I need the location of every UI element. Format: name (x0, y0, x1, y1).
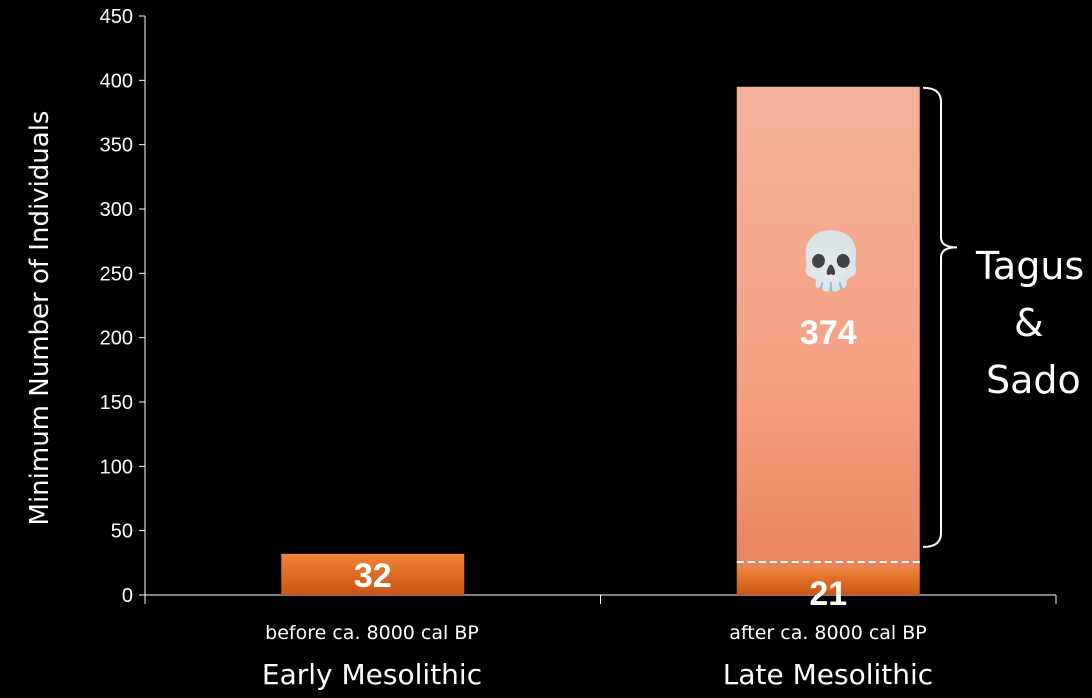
ampersand-label: & (1014, 301, 1044, 345)
category-label-late: Late Mesolithic (722, 658, 934, 691)
late-sublabel: after ca. 8000 cal BP (729, 622, 927, 644)
curly-brace (922, 86, 958, 548)
skull-icon: 💀 (796, 229, 866, 294)
data-label: 32 (354, 557, 392, 595)
y-tick-label: 300 (100, 199, 133, 221)
data-label: 374 (800, 314, 857, 352)
y-tick-label: 450 (100, 6, 133, 28)
y-axis-label: Minimum Number of Individuals (25, 110, 55, 526)
tagus-label: Tagus (976, 244, 1085, 288)
data-label: 21 (809, 575, 847, 613)
y-tick-label: 400 (100, 70, 133, 92)
y-tick-label: 0 (122, 585, 133, 607)
y-tick-label: 200 (100, 328, 133, 350)
sado-label: Sado (986, 358, 1081, 402)
y-tick-label: 250 (100, 263, 133, 285)
y-tick-label: 350 (100, 135, 133, 157)
bar-segment (736, 86, 920, 568)
early-sublabel: before ca. 8000 cal BP (265, 622, 479, 644)
bar-segment (281, 553, 465, 595)
y-tick-label: 50 (111, 521, 133, 543)
category-label-early: Early Mesolithic (261, 658, 483, 691)
y-tick-label: 100 (100, 456, 133, 478)
bar-segment (736, 567, 920, 595)
y-tick-label: 150 (100, 392, 133, 414)
